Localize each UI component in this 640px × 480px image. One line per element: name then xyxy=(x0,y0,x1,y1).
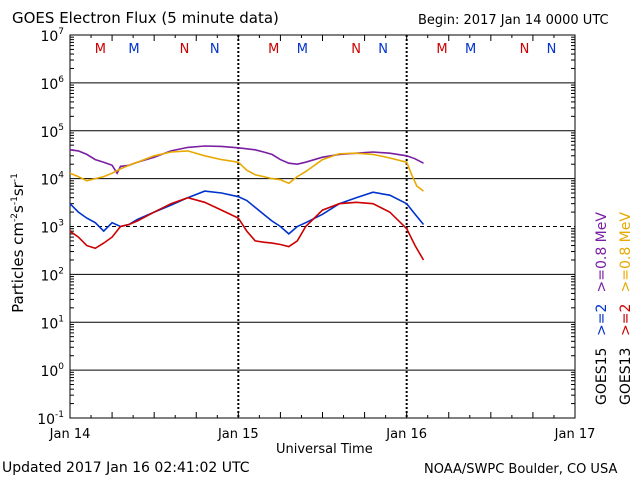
mn-marker: N xyxy=(180,42,190,57)
mn-marker: N xyxy=(378,42,388,57)
mn-marker: M xyxy=(128,42,139,57)
y-tick-label: 107 xyxy=(40,27,64,45)
legend-entry: >=0.8 MeV xyxy=(594,212,610,293)
y-tick-exponent: 2 xyxy=(58,266,64,276)
y-tick-exponent: 0 xyxy=(58,362,64,372)
y-label-exp3: -1 xyxy=(10,173,20,183)
y-tick-label: 104 xyxy=(40,171,64,189)
mn-marker: N xyxy=(210,42,220,57)
legend-entry: >=0.8 MeV xyxy=(618,212,634,293)
begin-label: Begin: 2017 Jan 14 0000 UTC xyxy=(418,13,609,28)
legend-entry: >=2 xyxy=(594,304,610,336)
y-tick-exponent: 1 xyxy=(58,314,64,324)
mn-marker: M xyxy=(268,42,279,57)
y-axis-label: Particles cm-2s-1sr-1 xyxy=(9,163,27,323)
mn-marker: N xyxy=(520,42,530,57)
mn-marker: M xyxy=(95,42,106,57)
legend-entry: GOES15 xyxy=(594,348,610,405)
footer-credit: NOAA/SWPC Boulder, CO USA xyxy=(424,462,618,477)
mn-marker: N xyxy=(351,42,361,57)
x-tick-label: Jan 14 xyxy=(49,427,91,442)
footer-updated: Updated 2017 Jan 16 02:41:02 UTC xyxy=(2,460,250,476)
y-tick-exponent: 6 xyxy=(58,75,64,85)
series-line xyxy=(69,196,425,261)
y-tick-label: 106 xyxy=(40,75,64,93)
mn-marker: M xyxy=(436,42,447,57)
y-tick-label: 102 xyxy=(40,266,64,284)
y-tick-exponent: 3 xyxy=(58,219,64,229)
series-line xyxy=(69,150,424,192)
y-tick-exponent: 4 xyxy=(58,171,64,181)
y-tick-exponent: -1 xyxy=(55,410,64,420)
legend-entry: >=2 xyxy=(618,304,634,336)
y-tick-label: 10-1 xyxy=(37,410,64,428)
x-tick-label: Jan 17 xyxy=(554,427,596,442)
y-label-exp1: -2 xyxy=(10,212,20,222)
mn-marker: N xyxy=(547,42,557,57)
mn-marker: M xyxy=(297,42,308,57)
y-tick-exponent: 5 xyxy=(58,123,64,133)
y-label-mid: s xyxy=(9,205,27,213)
y-tick-exponent: 7 xyxy=(58,27,64,37)
legend-entry: GOES13 xyxy=(618,348,634,405)
x-tick-label: Jan 16 xyxy=(385,427,427,442)
y-label-exp2: -1 xyxy=(10,196,20,206)
y-label-sr: sr xyxy=(9,182,27,197)
y-tick-label: 103 xyxy=(40,219,64,237)
y-tick-label: 100 xyxy=(40,362,64,380)
y-tick-label: 101 xyxy=(40,314,64,332)
mn-marker: M xyxy=(465,42,476,57)
chart-title: GOES Electron Flux (5 minute data) xyxy=(12,9,279,27)
y-tick-label: 105 xyxy=(40,123,64,141)
series-line xyxy=(69,190,425,235)
y-label-main: Particles cm xyxy=(9,221,27,313)
x-tick-label: Jan 15 xyxy=(217,427,259,442)
x-axis-label: Universal Time xyxy=(276,442,373,457)
